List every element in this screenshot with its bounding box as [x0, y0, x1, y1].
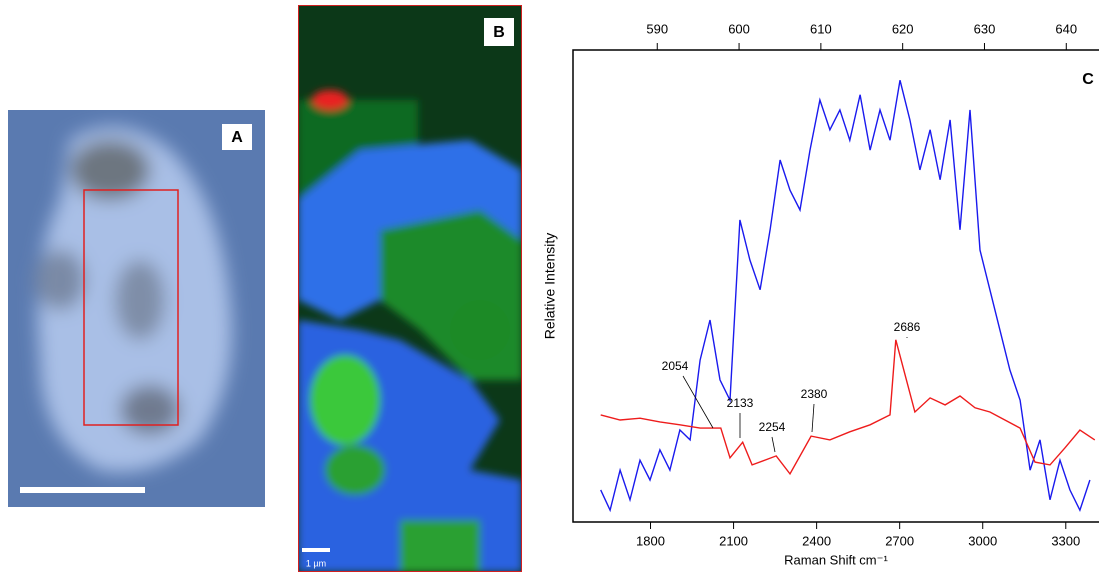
x-tick-label: 3300 [1051, 533, 1080, 548]
x2-tick-label: 620 [892, 21, 914, 36]
peak-label: 2054 [662, 359, 689, 373]
peak-label: 2686 [894, 320, 921, 334]
y-axis-label: Relative Intensity [542, 233, 558, 340]
x-tick-label: 2400 [802, 533, 831, 548]
panel-label: B [493, 24, 505, 41]
x2-tick-label: 640 [1055, 21, 1077, 36]
plot-frame [572, 49, 1099, 523]
x2-tick-label: 610 [810, 21, 832, 36]
peak-label: 2380 [801, 387, 828, 401]
x2-tick-label: 600 [728, 21, 750, 36]
leader-line [682, 375, 714, 429]
x-tick-label: 1800 [636, 533, 665, 548]
panel-label: A [231, 129, 243, 146]
plot-area [600, 80, 1096, 513]
peak-label: 2133 [727, 396, 754, 410]
panel-label: C [1082, 71, 1094, 88]
x2-tick-label: 590 [646, 21, 668, 36]
micrograph [8, 110, 265, 507]
series-line [600, 339, 1096, 476]
x-tick-label: 3000 [968, 533, 997, 548]
x-tick-label: 2100 [719, 533, 748, 548]
leader-line [811, 403, 815, 433]
scale-label: 1 µm [306, 558, 326, 568]
label-box [222, 124, 252, 150]
scale-bar [20, 487, 145, 493]
selection-box [83, 189, 179, 426]
x2-tick-label: 630 [974, 21, 996, 36]
x-axis-label: Raman Shift cm⁻¹ [784, 552, 888, 567]
scale-bar [302, 548, 330, 552]
raman-map [298, 5, 522, 572]
series-line [600, 80, 1091, 513]
x-tick-label: 2700 [885, 533, 914, 548]
peak-label: 2254 [759, 420, 786, 434]
leader-line [771, 436, 776, 453]
label-box [484, 18, 514, 46]
